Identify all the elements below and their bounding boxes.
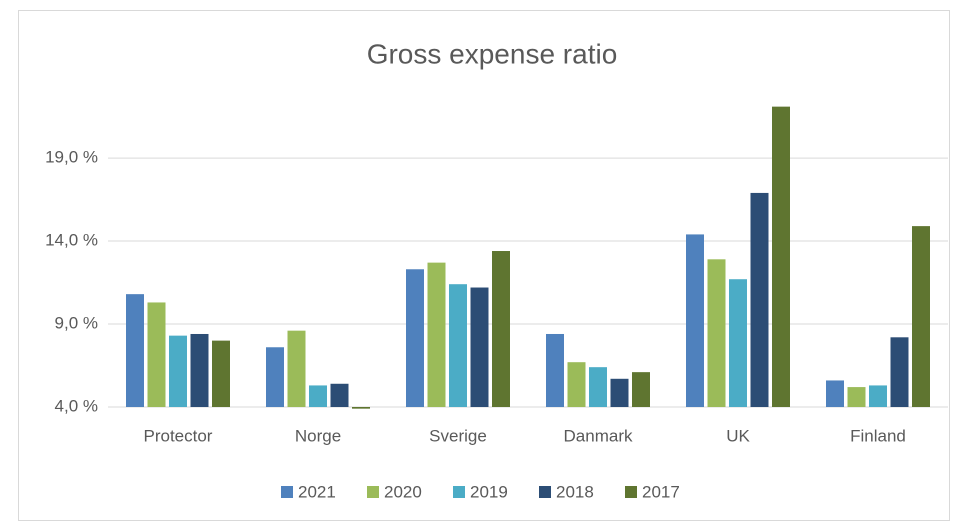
x-tick-label: Norge (295, 426, 341, 445)
y-tick-label: 19,0 % (45, 148, 98, 167)
x-tick-label: Danmark (564, 426, 633, 445)
legend-swatch (367, 486, 379, 498)
bar (632, 372, 650, 407)
chart-title: Gross expense ratio (367, 38, 618, 69)
bar (470, 287, 489, 407)
bar (890, 337, 909, 407)
bar (266, 347, 284, 407)
bar (427, 262, 446, 407)
x-tick-label: Protector (144, 426, 213, 445)
chart-frame (18, 10, 950, 521)
bar (212, 340, 230, 407)
bar (750, 192, 769, 407)
x-tick-label: Sverige (429, 426, 487, 445)
legend-label: 2019 (470, 482, 508, 501)
legend-swatch (539, 486, 551, 498)
bar (826, 380, 844, 407)
legend-label: 2021 (298, 482, 336, 501)
bar (352, 407, 370, 409)
legend-label: 2020 (384, 482, 422, 501)
x-tick-label: UK (726, 426, 750, 445)
bar (847, 387, 866, 407)
bar (169, 335, 187, 407)
bar (126, 294, 144, 407)
bar (449, 284, 467, 407)
bar (190, 333, 209, 407)
legend-swatch (281, 486, 293, 498)
y-tick-label: 9,0 % (55, 314, 98, 333)
bar (546, 333, 564, 407)
y-tick-label: 4,0 % (55, 396, 98, 415)
bar (589, 367, 607, 407)
legend-label: 2018 (556, 482, 594, 501)
bar (707, 259, 726, 407)
bar (869, 385, 887, 407)
bar (729, 279, 747, 407)
bar (330, 383, 349, 407)
bar (567, 362, 586, 407)
bar (610, 378, 629, 407)
legend-label: 2017 (642, 482, 680, 501)
y-tick-label: 14,0 % (45, 231, 98, 250)
bar (406, 269, 424, 407)
bar (772, 106, 790, 407)
x-tick-label: Finland (850, 426, 906, 445)
bar (912, 226, 930, 407)
legend-swatch (453, 486, 465, 498)
bar (287, 330, 306, 407)
bar (147, 302, 166, 407)
bar (686, 234, 704, 407)
bar (492, 251, 510, 407)
bar (309, 385, 327, 407)
legend-swatch (625, 486, 637, 498)
